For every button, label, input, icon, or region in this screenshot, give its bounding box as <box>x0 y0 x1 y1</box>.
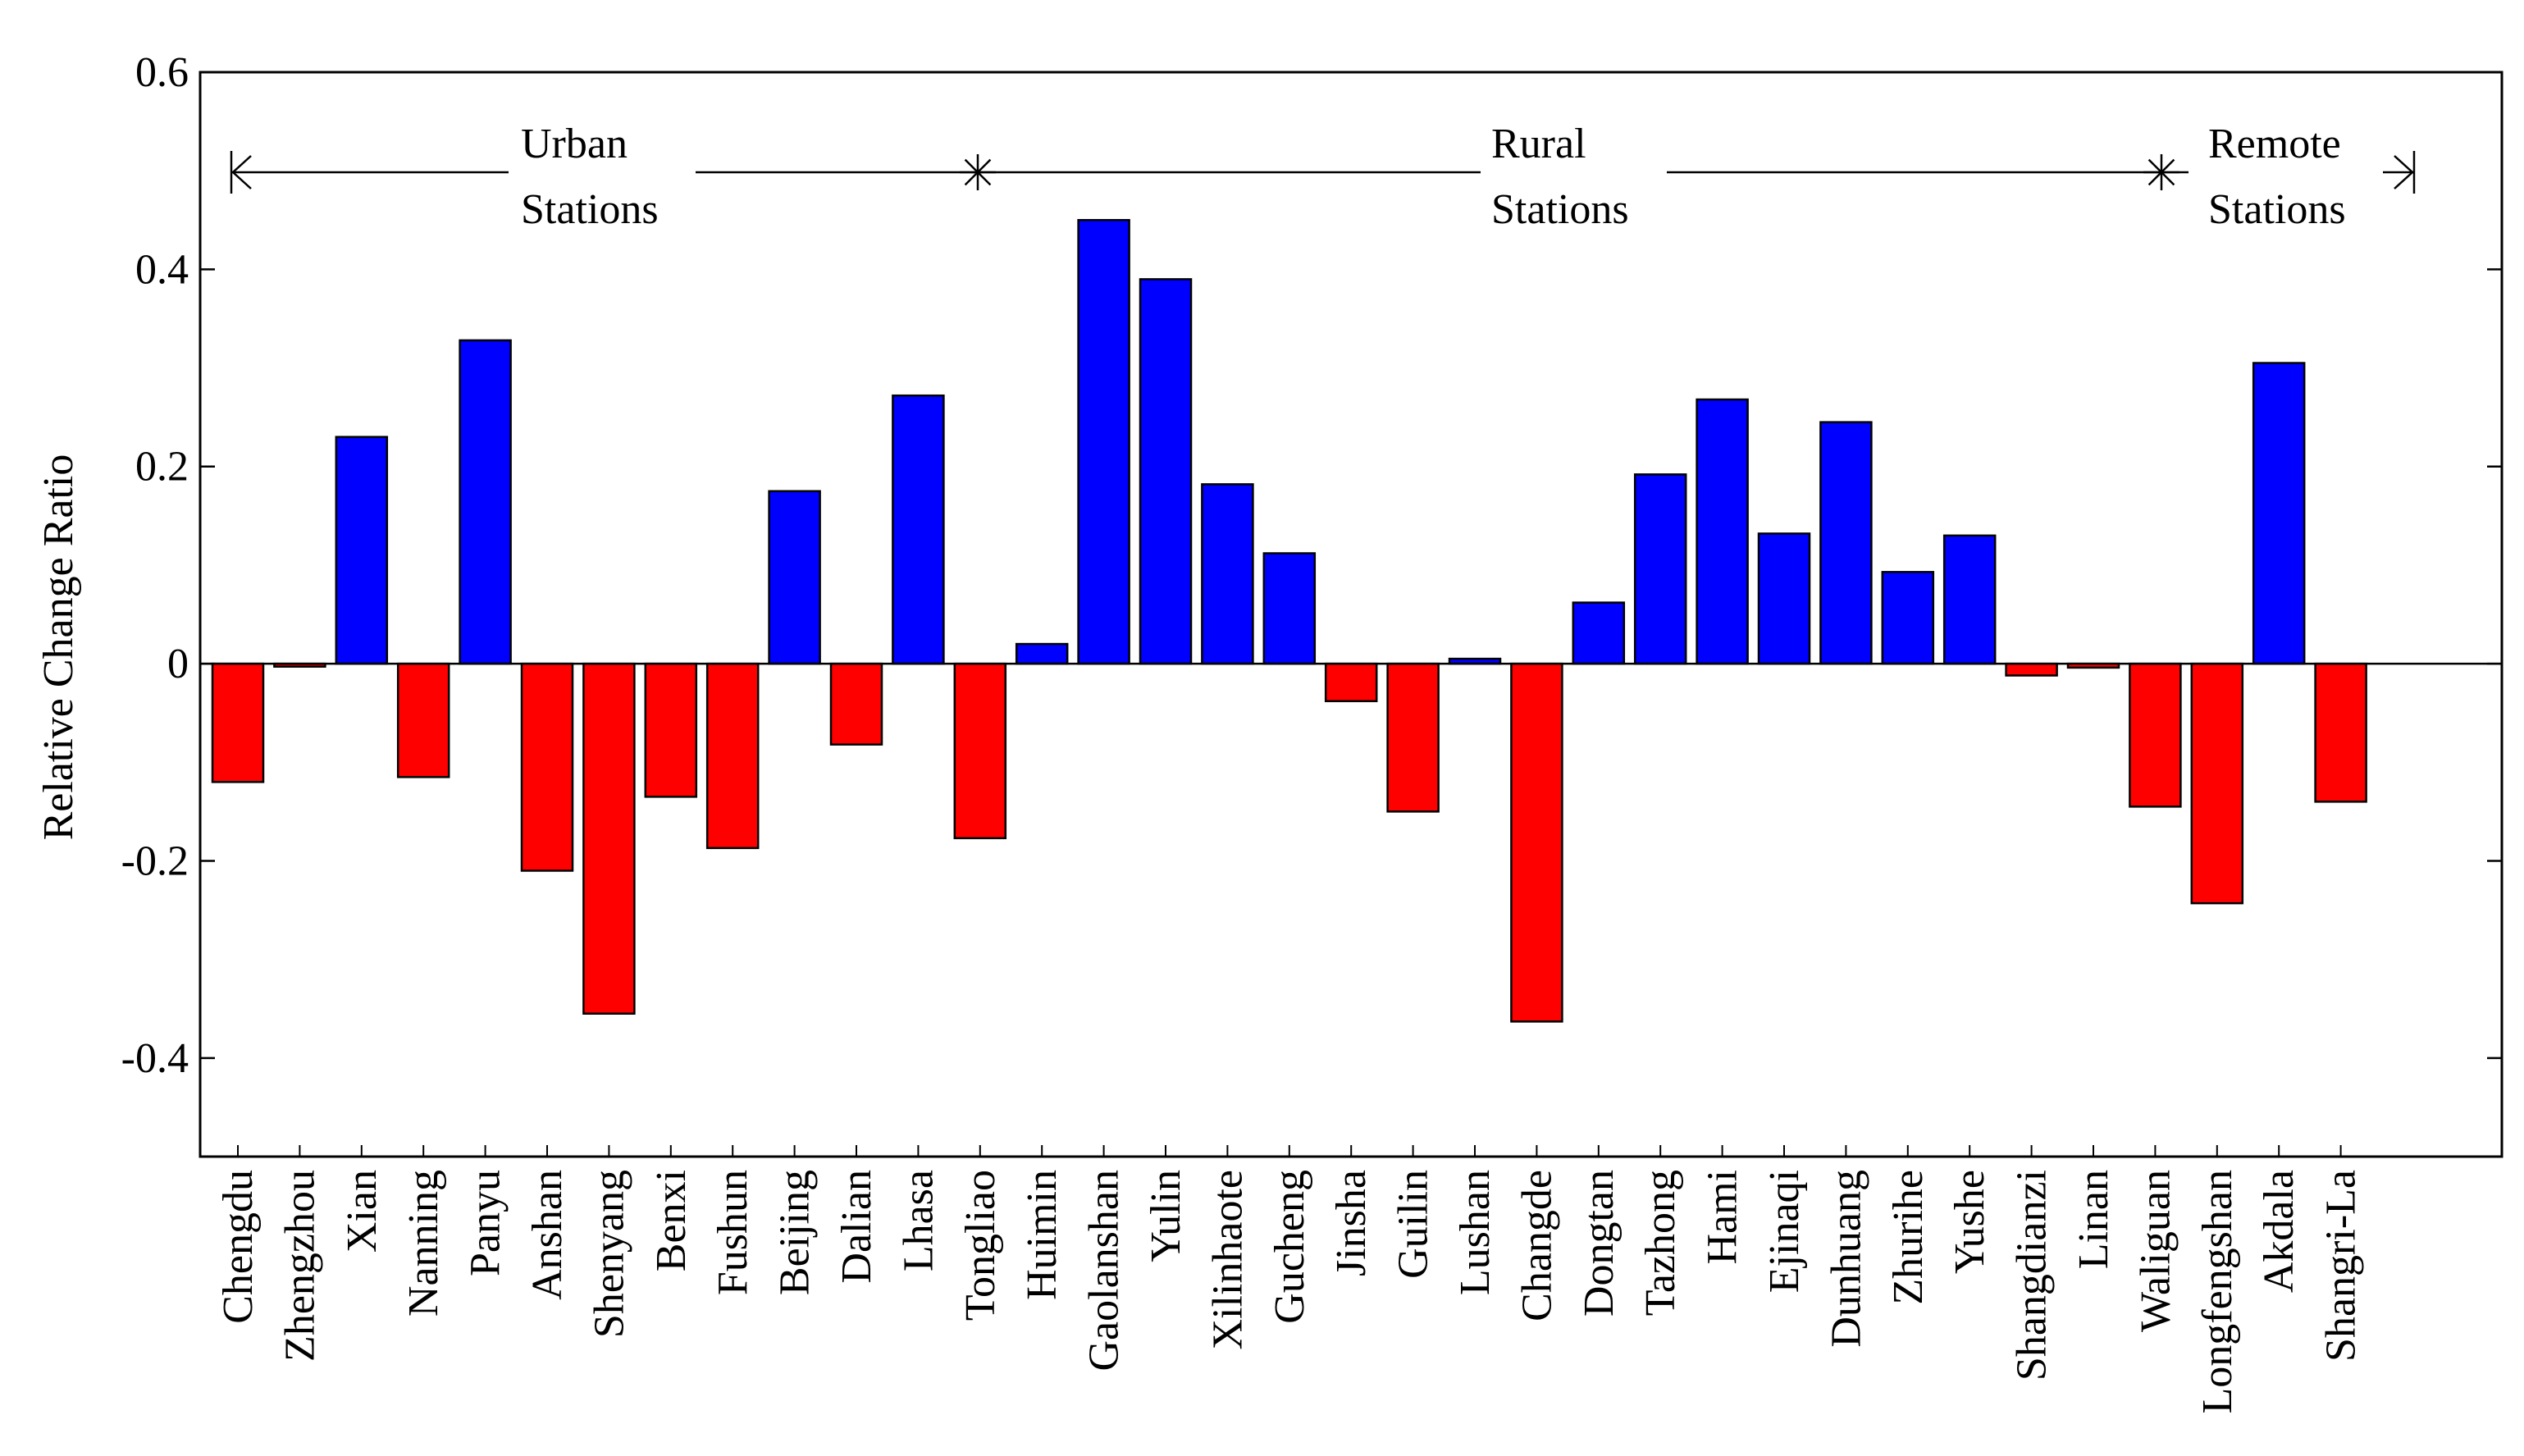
x-tick-label: Changde <box>1513 1170 1560 1321</box>
x-tick-label: Gucheng <box>1267 1170 1313 1324</box>
bar-tongliao <box>953 662 1007 840</box>
bar-yulin <box>1139 278 1193 665</box>
bar-hami <box>1696 398 1749 665</box>
x-tick-label: Zhengzhou <box>276 1170 323 1362</box>
x-tick-label: Gaolanshan <box>1081 1170 1128 1371</box>
bar-shangri-la <box>2314 662 2367 803</box>
bar-lhasa <box>892 394 945 665</box>
x-tick-label: Shenyang <box>586 1170 632 1338</box>
bar-tazhong <box>1633 473 1687 665</box>
x-tick-label: Longfengshan <box>2194 1170 2241 1413</box>
x-tick-label: Huimin <box>1019 1170 1066 1300</box>
x-tick-label: Panyu <box>463 1170 509 1276</box>
y-tick-label: 0.6 <box>135 49 189 96</box>
group-arrowhead <box>2394 155 2414 189</box>
bar-nanning <box>396 662 450 778</box>
station-group-annotations: Urban Stations Rural Stations Remote Stations <box>230 121 2416 233</box>
x-tick-label: Akdala <box>2256 1170 2303 1293</box>
y-tick-label: 0.2 <box>135 444 189 491</box>
group-label: Stations <box>2208 186 2346 233</box>
x-tick-label: Ejinaqi <box>1761 1170 1808 1293</box>
bar-yushe <box>1942 534 1997 665</box>
x-tick-label: Anshan <box>524 1170 571 1300</box>
x-tick-label: Beijing <box>772 1170 819 1295</box>
x-tick-label: Shangdianzi <box>2009 1170 2056 1381</box>
x-tick-label: Fushun <box>710 1170 756 1295</box>
x-tick-label: Lushan <box>1452 1170 1499 1295</box>
bar-gucheng <box>1262 552 1317 665</box>
bar-xian <box>335 436 389 665</box>
x-tick-label: Nanning <box>400 1170 447 1317</box>
group-divider-star <box>2147 158 2175 186</box>
bar-waliguan <box>2129 662 2182 808</box>
bar-anshan <box>520 662 574 872</box>
group-label: Urban <box>521 121 628 167</box>
bar-dalian <box>829 662 883 746</box>
x-tick-label: Xian <box>339 1170 386 1253</box>
bar-shangdianzi <box>2005 662 2058 677</box>
x-tick-label: Benxi <box>648 1170 695 1271</box>
x-tick-label: Dunhuang <box>1823 1170 1869 1348</box>
bar-jinsha <box>1324 662 1378 703</box>
bar-zhurihe <box>1881 571 1935 665</box>
x-tick-label: Guilin <box>1390 1170 1437 1279</box>
bar-shenyang <box>582 662 636 1015</box>
bar-longfengshan <box>2190 662 2244 905</box>
plot-frame <box>199 71 2503 1158</box>
x-tick-label: Yushe <box>1947 1170 1993 1274</box>
x-tick-label: Chengdu <box>215 1170 262 1324</box>
group-arrowhead <box>231 155 252 189</box>
bar-fushun <box>705 662 760 850</box>
bar-panyu <box>459 339 512 665</box>
bar-dongtan <box>1572 601 1626 665</box>
bar-huimin <box>1015 642 1069 665</box>
bar-beijing <box>768 490 821 665</box>
group-label: Stations <box>521 186 659 233</box>
x-tick-label: Xilinhaote <box>1204 1170 1251 1350</box>
bar-dunhuang <box>1819 421 1873 665</box>
bar-benxi <box>644 662 698 798</box>
bar-ejinaqi <box>1757 532 1811 665</box>
x-tick-label: Tongliao <box>957 1170 1004 1321</box>
x-axis-category-labels: Chengdu Zhengzhou Xian Nanning Panyu Anshan Sh… <box>215 1170 2365 1413</box>
x-tick-label: Shangri-La <box>2318 1170 2365 1362</box>
x-tick-label: Lhasa <box>895 1170 942 1271</box>
group-divider-star <box>964 158 992 186</box>
x-tick-label: Waliguan <box>2132 1170 2179 1332</box>
y-tick-label: -0.2 <box>121 838 189 884</box>
bar-guilin <box>1386 662 1440 813</box>
group-label: Rural <box>1491 121 1586 167</box>
x-tick-label: Yulin <box>1143 1170 1189 1262</box>
bar-changde <box>1510 662 1563 1023</box>
bar-chengdu <box>211 662 265 783</box>
y-tick-label: -0.4 <box>121 1035 189 1082</box>
bar-akdala <box>2252 362 2306 665</box>
x-tick-label: Dalian <box>833 1170 880 1284</box>
x-tick-label: Linan <box>2070 1170 2117 1269</box>
group-label: Stations <box>1491 186 1629 233</box>
y-axis-title: Relative Change Ratio <box>35 454 82 841</box>
x-tick-label: Jinsha <box>1328 1170 1375 1276</box>
x-tick-label: Dongtan <box>1576 1170 1623 1317</box>
y-tick-label: 0.4 <box>135 246 189 293</box>
x-tick-label: Tazhong <box>1637 1170 1684 1316</box>
bar-gaolanshan <box>1077 219 1130 665</box>
group-label: Remote <box>2208 121 2341 167</box>
bar-series <box>211 219 2367 1023</box>
bar-xilinhaote <box>1201 483 1254 665</box>
x-tick-label: Hami <box>1700 1170 1746 1265</box>
x-tick-label: Zhurihe <box>1885 1170 1932 1305</box>
y-tick-label: 0 <box>167 641 189 687</box>
y-axis: -0.4 -0.2 0 0.2 0.4 0.6 <box>121 49 2502 1157</box>
